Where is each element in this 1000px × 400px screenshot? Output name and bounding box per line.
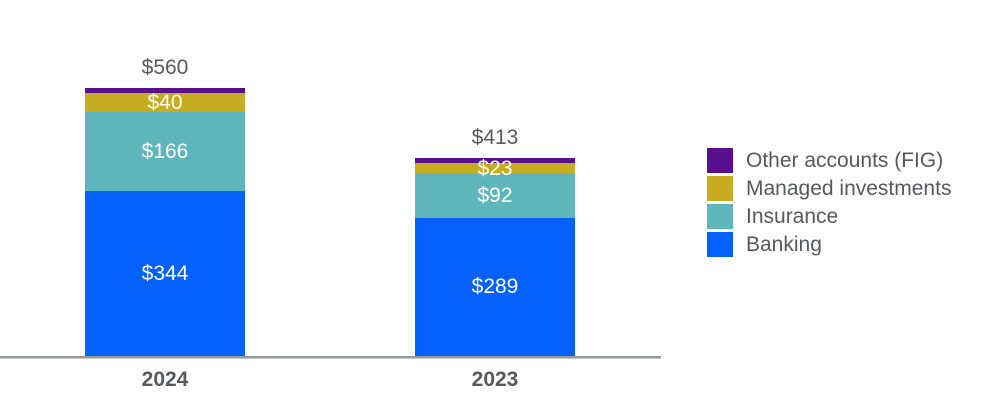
bar-segment-insurance-2024: $166 bbox=[85, 112, 245, 192]
segment-value-label: $344 bbox=[141, 262, 189, 286]
legend-item-insurance: Insurance bbox=[707, 204, 951, 229]
bar-2024: $560 $40 $166 $344 bbox=[85, 56, 245, 356]
legend-swatch-insurance bbox=[707, 204, 733, 229]
bar-segment-other-2023 bbox=[415, 158, 575, 163]
segment-value-label: $166 bbox=[141, 140, 189, 164]
bar-segment-insurance-2023: $92 bbox=[415, 173, 575, 218]
legend-item-banking: Banking bbox=[707, 232, 951, 257]
legend-item-managed: Managed investments bbox=[707, 176, 951, 201]
legend-swatch-managed bbox=[707, 176, 733, 201]
legend-label-other: Other accounts (FIG) bbox=[746, 149, 944, 172]
bar-segment-other-2024 bbox=[85, 88, 245, 93]
plot-area: $560 $40 $166 $344 2024 $413 $23 $92 $289 2023 bbox=[0, 56, 661, 391]
bar-segment-banking-2024: $344 bbox=[85, 191, 245, 356]
legend-swatch-other bbox=[707, 148, 733, 173]
bar-segment-banking-2023: $289 bbox=[415, 217, 575, 356]
legend-label-banking: Banking bbox=[746, 233, 822, 256]
segment-value-label: $40 bbox=[147, 90, 183, 114]
legend-label-managed: Managed investments bbox=[746, 177, 952, 200]
x-axis-label-2024: 2024 bbox=[141, 368, 189, 391]
legend-label-insurance: Insurance bbox=[746, 205, 839, 228]
legend-item-other: Other accounts (FIG) bbox=[707, 148, 951, 173]
bar-segment-managed-2024: $40 bbox=[85, 90, 245, 114]
x-axis-line bbox=[0, 356, 661, 359]
x-axis-label-2023: 2023 bbox=[471, 368, 519, 391]
bar-segment-managed-2023: $23 bbox=[415, 158, 575, 179]
legend-swatch-banking bbox=[707, 232, 733, 257]
segment-value-label: $289 bbox=[471, 275, 519, 299]
bar-2023: $413 $23 $92 $289 bbox=[415, 126, 575, 356]
total-label-2024: $560 bbox=[141, 56, 189, 80]
segment-value-label: $92 bbox=[477, 184, 513, 208]
chart-legend: Other accounts (FIG) Managed investments I… bbox=[707, 148, 951, 260]
segment-value-label: $23 bbox=[477, 156, 513, 180]
total-label-2023: $413 bbox=[471, 126, 519, 150]
